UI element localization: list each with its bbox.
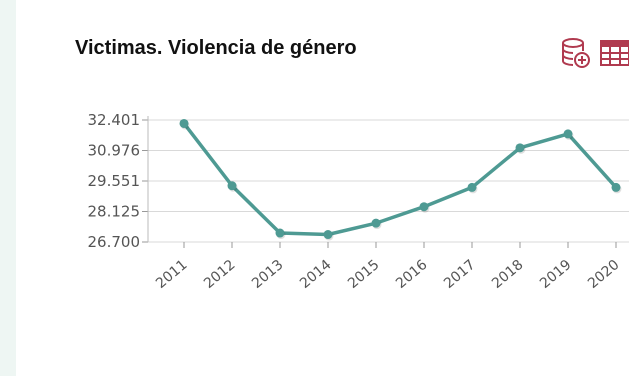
data-point[interactable] (611, 182, 621, 192)
data-point[interactable] (227, 181, 237, 191)
y-tick-label: 28.125 (88, 203, 141, 221)
data-point[interactable] (419, 202, 429, 212)
database-add-icon[interactable] (560, 36, 592, 70)
chart-toolbar (560, 36, 629, 70)
chart-title: Victimas. Violencia de género (75, 37, 357, 59)
x-tick-label: 2015 (345, 257, 383, 292)
y-tick-label: 26.700 (88, 233, 141, 251)
data-point[interactable] (323, 230, 333, 240)
data-point[interactable] (515, 143, 525, 153)
y-tick-label: 30.976 (88, 142, 141, 160)
x-tick-label: 2019 (537, 257, 575, 292)
data-point[interactable] (371, 218, 381, 228)
data-point[interactable] (275, 228, 285, 238)
x-tick-label: 2018 (489, 257, 527, 292)
y-tick-label: 32.401 (88, 111, 141, 129)
y-tick-label: 29.551 (88, 172, 141, 190)
data-point[interactable] (563, 129, 573, 139)
data-point[interactable] (467, 182, 477, 192)
data-point[interactable] (179, 118, 189, 128)
x-tick-label: 2016 (393, 257, 431, 292)
x-tick-label: 2014 (297, 257, 335, 292)
x-tick-label: 2020 (585, 257, 623, 292)
x-tick-label: 2011 (153, 257, 191, 292)
x-tick-label: 2017 (441, 257, 479, 292)
x-tick-label: 2012 (201, 257, 239, 292)
series-line (182, 122, 618, 237)
x-tick-label: 2013 (249, 257, 287, 292)
table-icon[interactable] (598, 36, 629, 70)
panel-left-border (0, 0, 16, 376)
